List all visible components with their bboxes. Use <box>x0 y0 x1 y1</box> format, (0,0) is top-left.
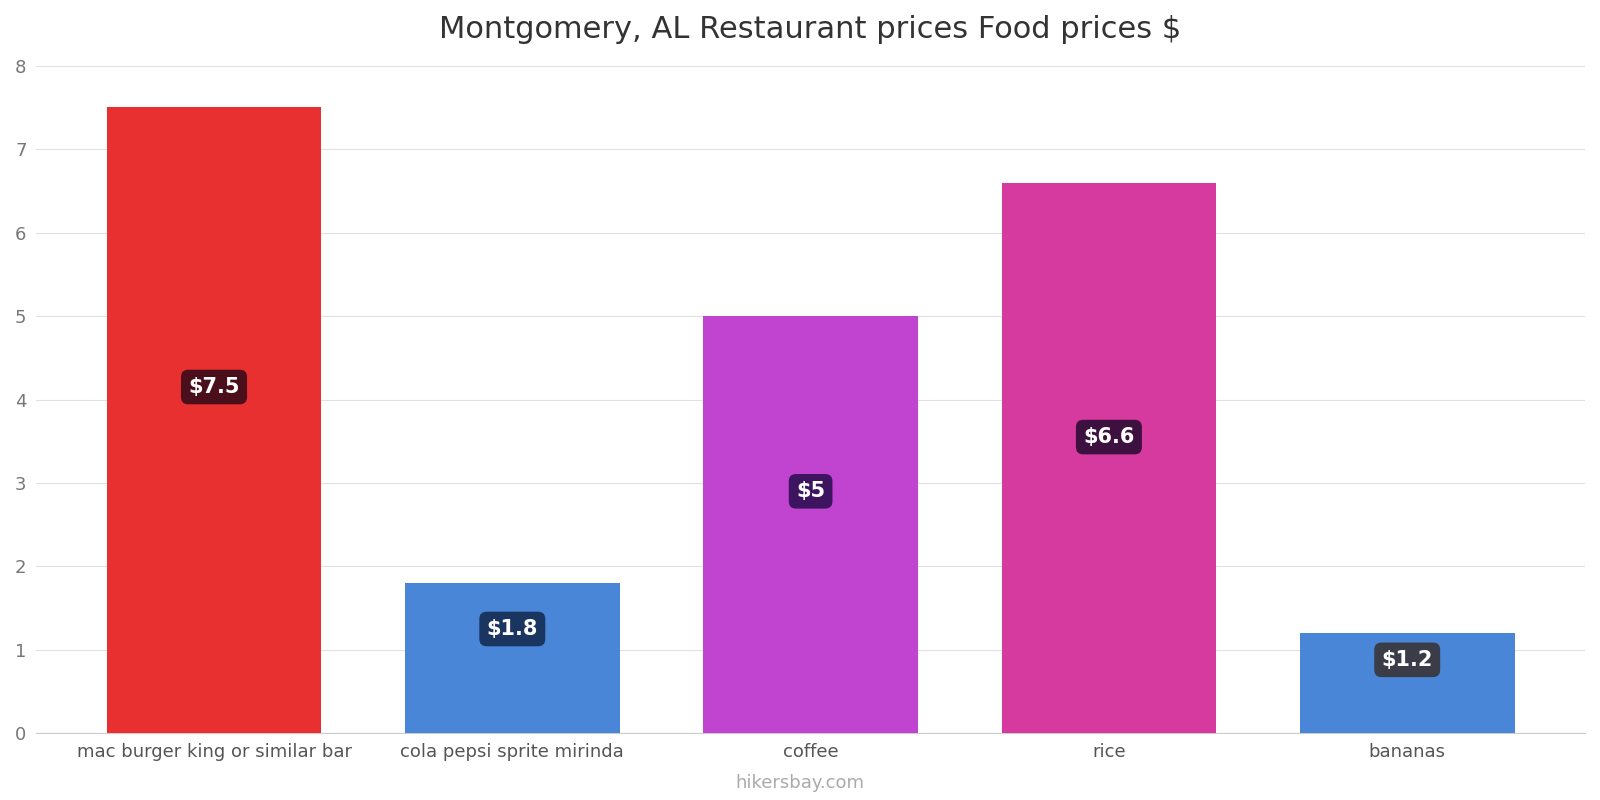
Bar <box>405 583 619 734</box>
Bar <box>1002 182 1216 734</box>
Text: $6.6: $6.6 <box>1083 427 1134 447</box>
Text: $1.8: $1.8 <box>486 619 538 639</box>
Text: $1.2: $1.2 <box>1381 650 1434 670</box>
Text: $5: $5 <box>797 482 826 502</box>
Bar <box>704 316 918 734</box>
Text: $7.5: $7.5 <box>189 377 240 397</box>
Bar <box>1299 633 1515 734</box>
Text: hikersbay.com: hikersbay.com <box>736 774 864 792</box>
Bar <box>107 107 322 734</box>
Title: Montgomery, AL Restaurant prices Food prices $: Montgomery, AL Restaurant prices Food pr… <box>440 15 1182 44</box>
